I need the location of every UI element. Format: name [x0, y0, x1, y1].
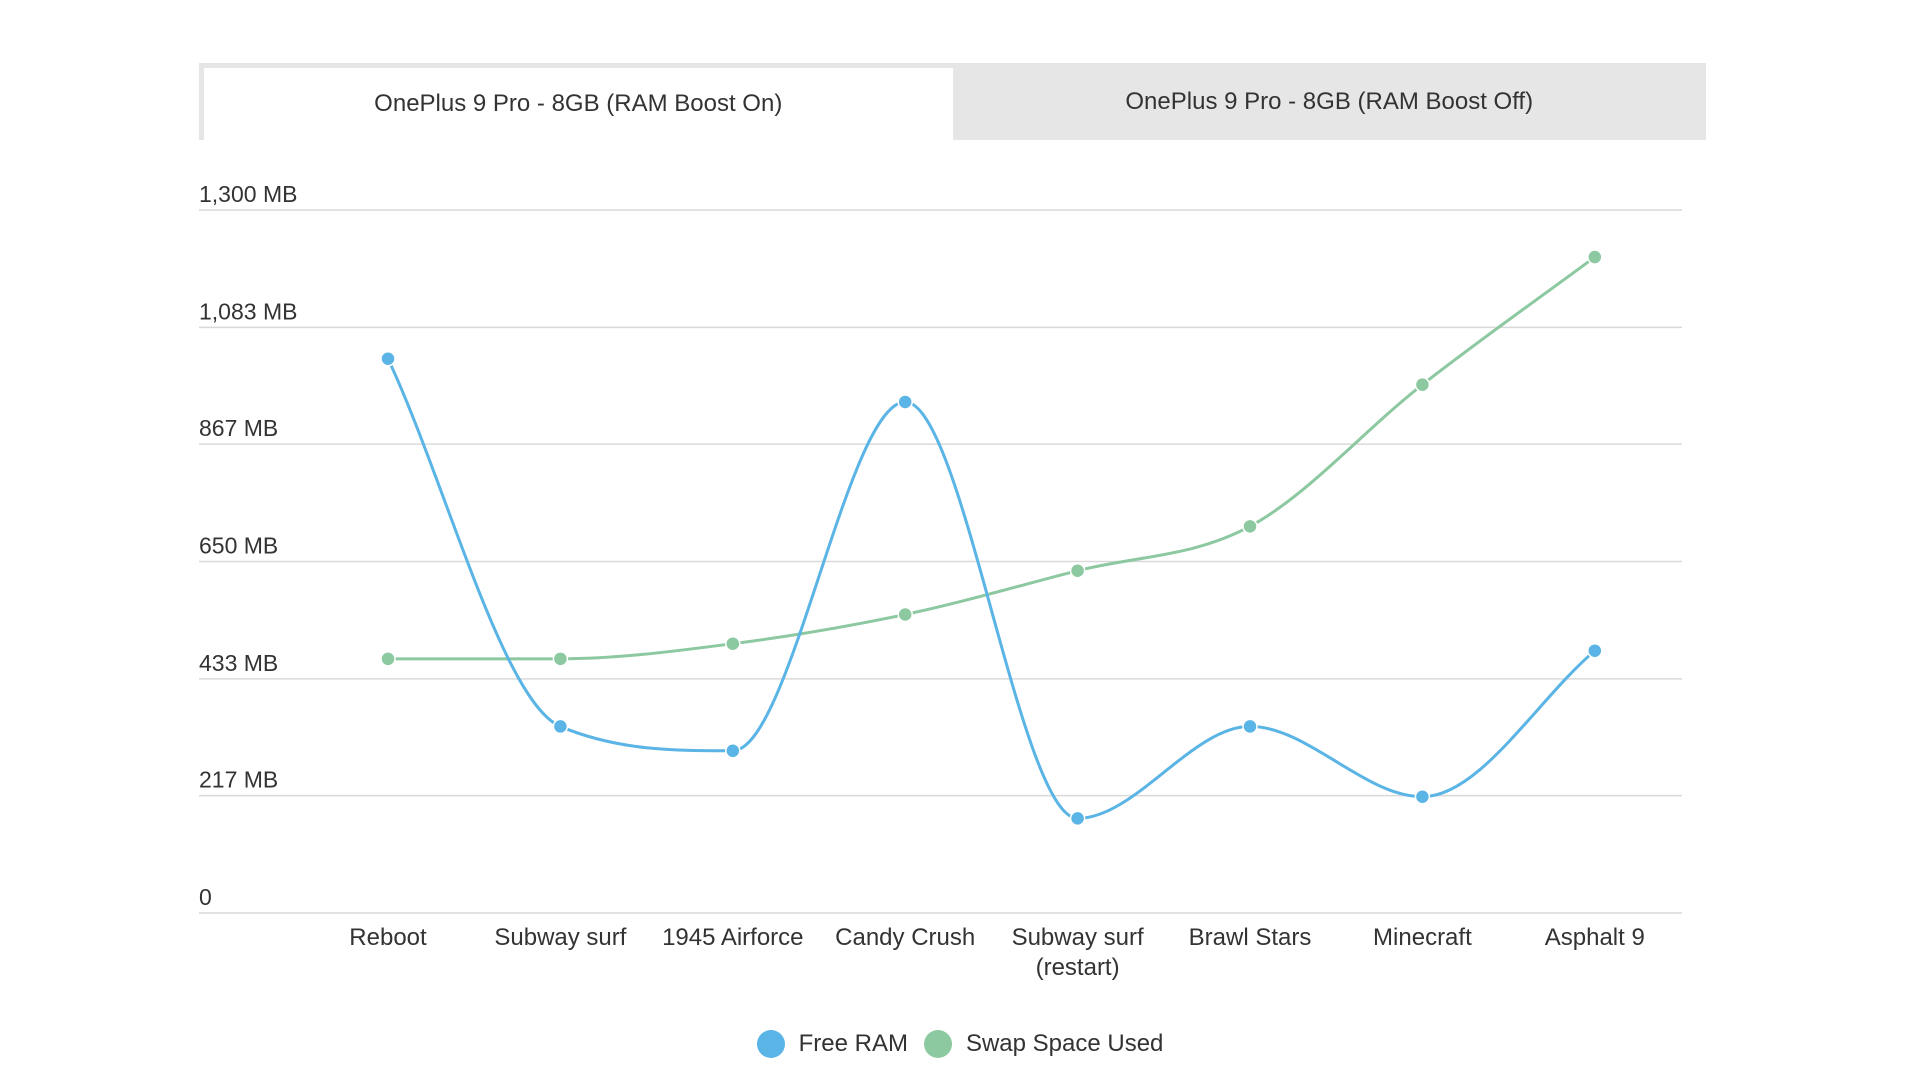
y-tick-label: 0	[199, 884, 212, 910]
swap-space-point	[897, 606, 913, 623]
x-tick-label: Subway surf	[494, 924, 626, 951]
swap-space-line	[388, 255, 1596, 661]
x-tick-label: Subway surf (restart)	[1012, 924, 1144, 981]
swap-space-point	[552, 651, 569, 667]
free-ram-legend-marker	[756, 1030, 785, 1058]
x-tick-label: 1945 Airforce	[662, 924, 803, 951]
free-ram-line	[386, 358, 1596, 820]
swap-space-point	[1242, 518, 1258, 535]
free-ram-point	[552, 718, 569, 735]
y-tick-label: 433 MB	[199, 650, 278, 676]
swap-space-point	[725, 635, 741, 652]
y-tick-label: 1,300 MB	[199, 181, 297, 207]
x-tick-label: Brawl Stars	[1189, 924, 1312, 951]
free-ram-point	[725, 743, 741, 759]
swap-space-point	[380, 651, 396, 667]
free-ram-point	[897, 394, 913, 410]
free-ram-point	[1414, 788, 1431, 805]
free-ram-point	[1069, 810, 1086, 827]
swap-space-point	[1414, 376, 1431, 393]
y-tick-label: 217 MB	[199, 767, 278, 793]
legend-item-free-ram[interactable]: Free RAM	[756, 1030, 908, 1058]
legend-label-free-ram: Free RAM	[798, 1030, 908, 1057]
legend-label-swap-space: Swap Space Used	[965, 1030, 1164, 1057]
free-ram-point	[1587, 642, 1603, 659]
chart-tabs: OnePlus 9 Pro - 8GB (RAM Boost On) OnePl…	[199, 63, 1706, 140]
free-ram-point	[380, 350, 396, 367]
x-tick-label: Minecraft	[1373, 924, 1472, 951]
tab-ram-boost-on[interactable]: OnePlus 9 Pro - 8GB (RAM Boost On)	[199, 63, 953, 140]
x-tick-label: Reboot	[349, 924, 427, 951]
y-tick-label: 650 MB	[199, 533, 278, 559]
chart-legend: Free RAM Swap Space Used	[0, 1030, 1920, 1058]
y-tick-label: 867 MB	[199, 415, 278, 441]
free-ram-point	[1242, 718, 1258, 735]
swap-space-point	[1587, 249, 1603, 265]
swap-space-legend-marker	[923, 1030, 952, 1058]
x-tick-label: Candy Crush	[835, 924, 975, 951]
x-tick-label: Asphalt 9	[1545, 924, 1645, 951]
legend-item-swap-space[interactable]: Swap Space Used	[923, 1030, 1164, 1058]
swap-space-point	[1069, 562, 1086, 579]
tab-ram-boost-off[interactable]: OnePlus 9 Pro - 8GB (RAM Boost Off)	[952, 63, 1706, 140]
y-tick-label: 1,083 MB	[199, 298, 297, 324]
